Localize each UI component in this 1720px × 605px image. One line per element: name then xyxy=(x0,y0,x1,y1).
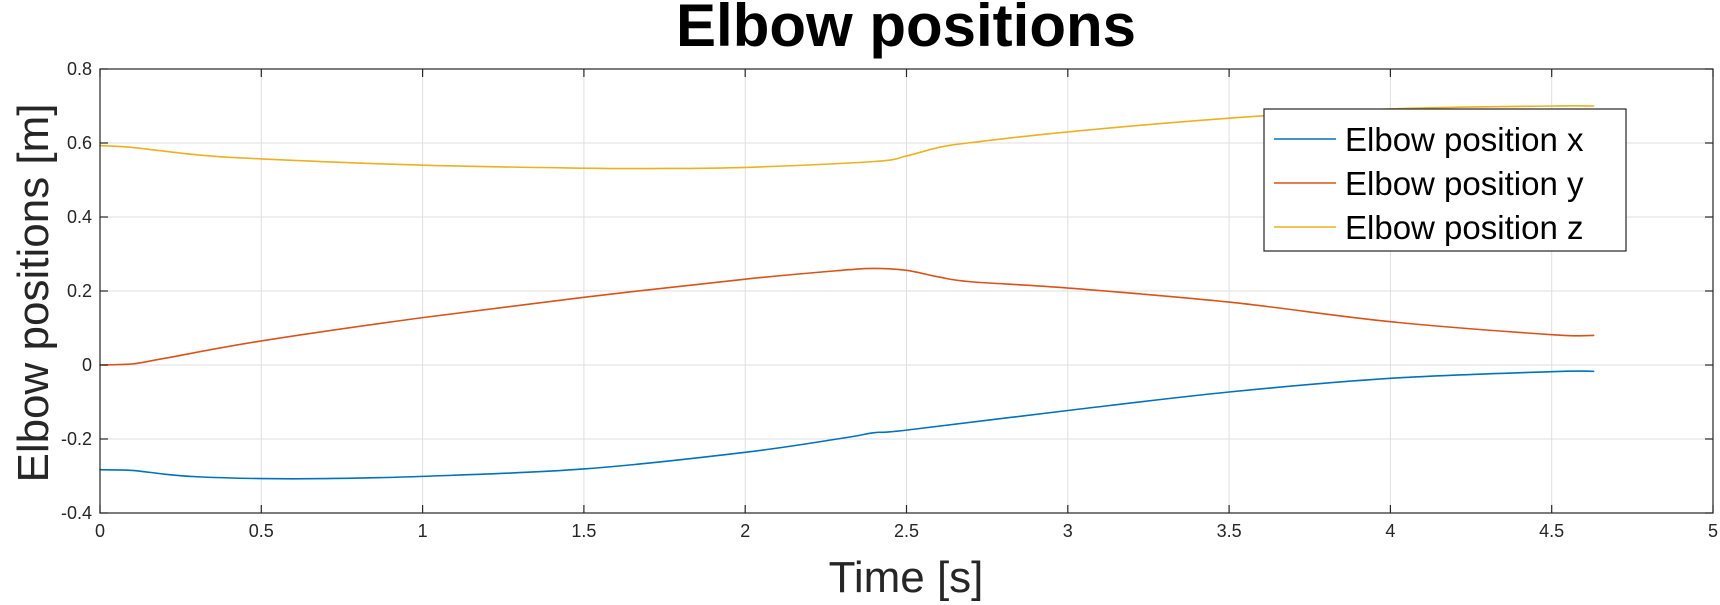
x-tick-label: 3 xyxy=(1063,521,1073,541)
y-tick-label: 0.8 xyxy=(67,59,92,79)
x-tick-label: 1.5 xyxy=(571,521,596,541)
x-tick-labels: 0 0.5 1 1.5 2 2.5 3 3.5 4 4.5 5 xyxy=(95,521,1718,541)
x-tick-label: 3.5 xyxy=(1217,521,1242,541)
legend: Elbow position x Elbow position y Elbow po… xyxy=(1263,108,1627,252)
y-tick-label: -0.2 xyxy=(61,429,92,449)
series-line-y xyxy=(99,267,1595,366)
x-tick-label: 1 xyxy=(418,521,428,541)
x-tick-label: 0.5 xyxy=(249,521,274,541)
y-tick-label: 0 xyxy=(82,355,92,375)
tick-marks xyxy=(99,68,1714,514)
y-tick-label: 0.4 xyxy=(67,207,92,227)
series-line-x xyxy=(99,370,1595,480)
y-tick-label: -0.4 xyxy=(61,503,92,523)
legend-label-x: Elbow position x xyxy=(1345,121,1584,158)
x-tick-label: 2.5 xyxy=(894,521,919,541)
y-tick-label: 0.6 xyxy=(67,133,92,153)
x-tick-label: 0 xyxy=(95,521,105,541)
chart-title: Elbow positions xyxy=(676,0,1136,59)
x-axis-label: Time [s] xyxy=(829,553,984,602)
x-tick-label: 4.5 xyxy=(1539,521,1564,541)
legend-label-y: Elbow position y xyxy=(1345,165,1584,202)
x-tick-label: 5 xyxy=(1708,521,1718,541)
x-tick-label: 2 xyxy=(740,521,750,541)
y-tick-label: 0.2 xyxy=(67,281,92,301)
y-tick-labels: -0.4 -0.2 0 0.2 0.4 0.6 0.8 xyxy=(61,59,92,523)
x-tick-label: 4 xyxy=(1385,521,1395,541)
legend-label-z: Elbow position z xyxy=(1345,209,1583,246)
y-axis-label: Elbow positions [m] xyxy=(9,103,58,482)
